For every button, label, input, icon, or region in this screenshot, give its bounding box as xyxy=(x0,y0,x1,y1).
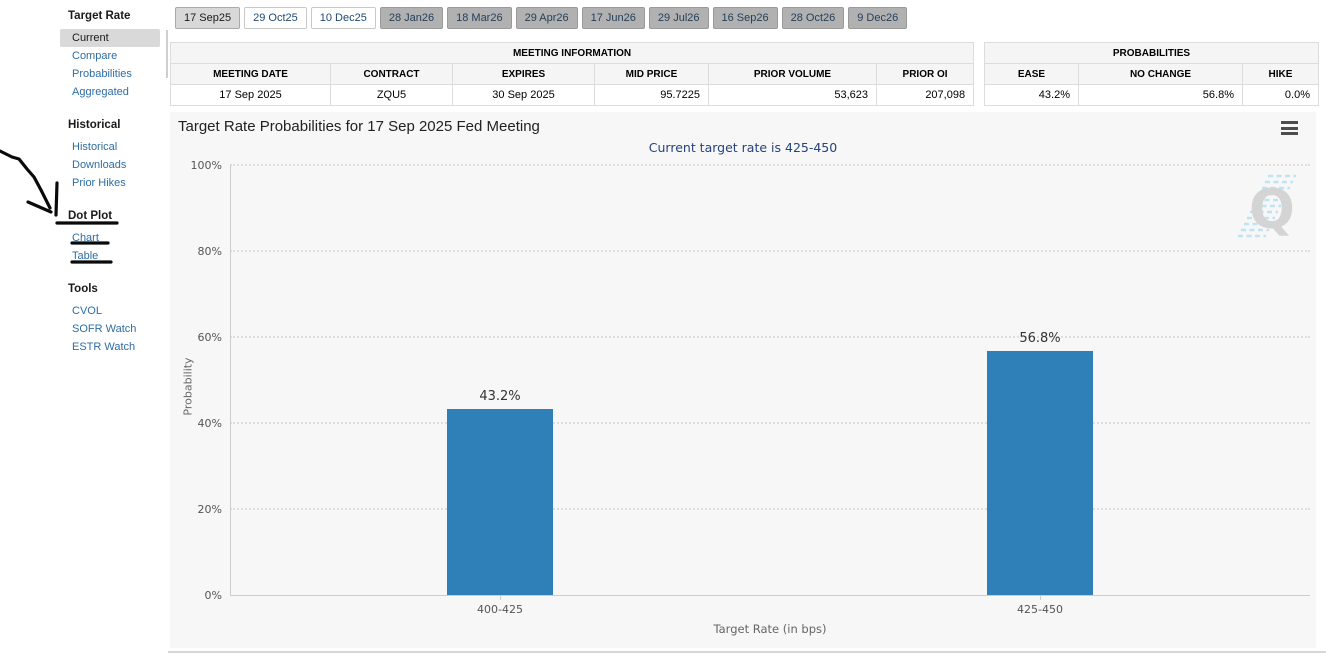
cell-no-change: 56.8% xyxy=(1078,84,1243,106)
meeting-date-tabs: 17 Sep25 29 Oct25 10 Dec25 28 Jan26 18 M… xyxy=(175,7,908,29)
bar-value-label: 56.8% xyxy=(1019,330,1061,346)
x-tick-label: 400-425 xyxy=(477,603,523,616)
cell-meeting-date: 17 Sep 2025 xyxy=(170,84,331,106)
chart-subtitle: Current target rate is 425-450 xyxy=(648,140,838,155)
hamburger-menu-icon[interactable] xyxy=(1281,121,1298,138)
tab-10-dec25[interactable]: 10 Dec25 xyxy=(310,7,376,29)
sidebar-section-tools: Tools xyxy=(68,283,98,295)
x-tick-mark xyxy=(1040,595,1041,600)
table-row: 17 Sep 2025 ZQU5 30 Sep 2025 95.7225 53,… xyxy=(170,84,975,106)
chart-title: Target Rate Probabilities for 17 Sep 202… xyxy=(178,118,540,135)
x-axis-line xyxy=(230,595,1310,596)
x-axis-title: Target Rate (in bps) xyxy=(713,622,827,636)
gridline xyxy=(230,250,1310,252)
quikstrike-logo-icon: Q xyxy=(1238,174,1296,241)
col-hike: HIKE xyxy=(1242,63,1319,85)
gridline xyxy=(230,508,1310,510)
svg-text:Q: Q xyxy=(1249,178,1295,241)
sidebar-section-historical: Historical xyxy=(68,119,121,131)
probabilities-title: PROBABILITIES xyxy=(984,42,1319,64)
tab-17-sep25[interactable]: 17 Sep25 xyxy=(175,7,241,29)
y-tick-label: 20% xyxy=(197,503,222,516)
gridline xyxy=(230,164,1310,166)
tab-17-jun26[interactable]: 17 Jun26 xyxy=(581,7,645,29)
sidebar-item-prior-hikes[interactable]: Prior Hikes xyxy=(72,177,126,189)
y-tick-label: 80% xyxy=(197,245,222,258)
col-expires: EXPIRES xyxy=(452,63,595,85)
x-tick-mark xyxy=(500,595,501,600)
sidebar-scroll-indicator[interactable] xyxy=(166,30,168,78)
bar xyxy=(987,350,1093,595)
arrow-barb-right xyxy=(54,181,59,217)
bottom-divider xyxy=(168,651,1326,653)
y-tick-label: 60% xyxy=(197,331,222,344)
tab-29-jul26[interactable]: 29 Jul26 xyxy=(648,7,709,29)
table-row: 43.2% 56.8% 0.0% xyxy=(984,84,1319,106)
cell-prior-oi: 207,098 xyxy=(875,84,975,106)
col-meeting-date: MEETING DATE xyxy=(170,63,331,85)
meeting-info-title: MEETING INFORMATION xyxy=(169,42,975,64)
bar xyxy=(447,409,553,595)
gridline xyxy=(230,422,1310,424)
y-tick-label: 40% xyxy=(197,417,222,430)
probability-chart: Target Rate Probabilities for 17 Sep 202… xyxy=(170,112,1316,648)
sidebar-item-current[interactable]: Current xyxy=(60,29,160,47)
tab-28-jan26[interactable]: 28 Jan26 xyxy=(379,7,444,29)
y-axis-line xyxy=(230,165,231,595)
col-mid-price: MID PRICE xyxy=(594,63,709,85)
sidebar-item-downloads[interactable]: Downloads xyxy=(72,159,127,171)
cell-prior-volume: 53,623 xyxy=(708,84,877,106)
col-prior-oi: PRIOR OI xyxy=(875,63,975,85)
arrow-shaft xyxy=(0,149,52,210)
sidebar-section-dot-plot: Dot Plot xyxy=(68,210,113,222)
meeting-information-table: MEETING INFORMATION MEETING DATE CONTRAC… xyxy=(169,42,975,106)
tab-29-oct25[interactable]: 29 Oct25 xyxy=(244,7,307,29)
cell-expires: 30 Sep 2025 xyxy=(452,84,595,106)
sidebar-item-historical[interactable]: Historical xyxy=(72,141,118,153)
tab-28-oct26[interactable]: 28 Oct26 xyxy=(781,7,845,29)
tab-18-mar26[interactable]: 18 Mar26 xyxy=(447,7,512,29)
col-no-change: NO CHANGE xyxy=(1078,63,1243,85)
tab-9-dec26[interactable]: 9 Dec26 xyxy=(848,7,908,29)
x-tick-label: 425-450 xyxy=(1017,603,1063,616)
sidebar-item-compare[interactable]: Compare xyxy=(72,50,118,62)
sidebar-item-cvol[interactable]: CVOL xyxy=(72,305,102,317)
cell-hike: 0.0% xyxy=(1242,84,1319,106)
cell-ease: 43.2% xyxy=(984,84,1079,106)
col-prior-volume: PRIOR VOLUME xyxy=(708,63,877,85)
tab-29-apr26[interactable]: 29 Apr26 xyxy=(515,7,578,29)
y-tick-label: 100% xyxy=(190,159,222,172)
bar-value-label: 43.2% xyxy=(479,389,521,405)
sidebar: Target Rate Current Compare Probabilitie… xyxy=(60,8,168,356)
sidebar-item-chart[interactable]: Chart xyxy=(72,232,99,244)
col-contract: CONTRACT xyxy=(330,63,453,85)
cell-mid-price: 95.7225 xyxy=(594,84,709,106)
tab-16-sep26[interactable]: 16 Sep26 xyxy=(712,7,778,29)
y-tick-label: 0% xyxy=(204,589,222,602)
sidebar-item-estr-watch[interactable]: ESTR Watch xyxy=(72,341,136,353)
sidebar-item-table[interactable]: Table xyxy=(72,250,99,262)
sidebar-section-target-rate: Target Rate xyxy=(68,10,131,22)
cell-contract: ZQU5 xyxy=(330,84,453,106)
probabilities-table: PROBABILITIES EASE NO CHANGE HIKE 43.2% … xyxy=(984,42,1319,106)
col-ease: EASE xyxy=(984,63,1079,85)
sidebar-item-aggregated[interactable]: Aggregated xyxy=(72,86,129,98)
sidebar-item-sofr-watch[interactable]: SOFR Watch xyxy=(72,323,137,335)
sidebar-item-probabilities[interactable]: Probabilities xyxy=(72,68,132,80)
arrow-barb-left xyxy=(26,200,53,214)
gridline xyxy=(230,336,1310,338)
